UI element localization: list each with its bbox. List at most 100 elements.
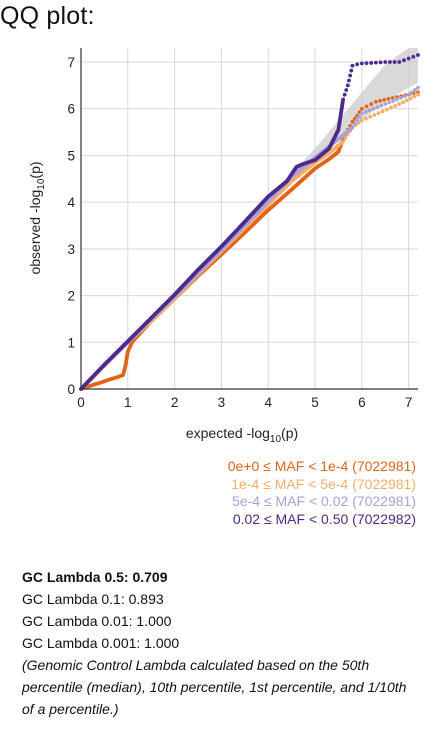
data-point [393, 103, 398, 108]
data-point [373, 60, 378, 65]
data-point [391, 99, 395, 103]
data-point [378, 98, 382, 103]
data-point [349, 68, 354, 73]
data-point [395, 97, 399, 102]
data-point [398, 95, 403, 100]
data-point [379, 103, 384, 108]
data-point [383, 102, 388, 106]
data-point [384, 107, 389, 112]
data-point [364, 104, 369, 109]
x-tick-label: 6 [358, 395, 366, 410]
data-point [383, 60, 388, 64]
y-axis-label: observed -log10(p) [27, 161, 47, 274]
x-tick-label: 0 [77, 395, 85, 410]
data-point [341, 139, 346, 144]
data-point [369, 102, 374, 106]
data-point [376, 111, 381, 116]
data-point [416, 92, 420, 97]
data-point [348, 73, 353, 78]
x-tick-label: 5 [311, 395, 319, 410]
data-point [416, 85, 420, 90]
legend-item-maf-002-050: 0.02 ≤ MAF < 0.50 (7022982) [232, 510, 416, 527]
data-point [397, 102, 402, 106]
data-point [412, 88, 417, 92]
data-point [401, 100, 405, 105]
data-point [359, 61, 364, 66]
data-point [355, 62, 360, 67]
y-tick-label: 0 [67, 382, 75, 397]
data-point [412, 94, 417, 99]
data-point [402, 94, 407, 99]
data-point [380, 109, 385, 114]
data-point [352, 122, 357, 126]
grid [80, 48, 418, 390]
data-point [406, 92, 411, 97]
gc-lambda-0001: GC Lambda 0.001: 1.000 [22, 635, 180, 651]
series-1 [79, 90, 420, 391]
data-point [345, 83, 350, 88]
page-title: QQ plot: [0, 2, 95, 30]
data-point [359, 118, 364, 123]
data-point [350, 63, 355, 68]
y-tick-label: 1 [67, 335, 75, 350]
y-tick-label: 5 [67, 148, 75, 163]
data-point [372, 113, 377, 117]
legend: 0e+0 ≤ MAF < 1e-4 (7022981) 1e-4 ≤ MAF <… [228, 458, 416, 528]
data-point [406, 56, 411, 61]
data-point [369, 61, 374, 65]
legend-item-maf-5e4-002: 5e-4 ≤ MAF < 0.02 (7022981) [232, 493, 416, 509]
data-point [378, 60, 383, 65]
data-point [373, 99, 378, 104]
data-point [388, 60, 392, 64]
data-point [367, 108, 372, 113]
data-point [342, 92, 347, 97]
x-tick-label: 1 [124, 395, 132, 410]
data-point [387, 100, 392, 105]
data-point [390, 96, 395, 100]
data-point [359, 106, 364, 111]
data-point [341, 97, 346, 102]
data-point [397, 60, 402, 64]
legend-item-maf-1e4-5e4: 1e-4 ≤ MAF < 5e-4 (7022981) [231, 475, 416, 492]
data-point [386, 97, 391, 101]
data-point [368, 114, 373, 119]
y-tick-label: 3 [67, 242, 75, 257]
y-tick-label: 4 [67, 195, 75, 210]
y-tick-label: 2 [67, 289, 75, 304]
gc-note: (Genomic Control Lambda calculated based… [22, 657, 407, 717]
series-4 [79, 53, 420, 391]
data-point [343, 136, 348, 140]
x-axis-label: expected -log10(p) [186, 425, 298, 445]
x-tick-label: 7 [405, 395, 413, 410]
y-tick-label: 6 [67, 102, 75, 117]
data-point [355, 118, 360, 123]
tick-labels: 0 1 2 3 4 5 6 7 0 1 2 3 4 5 6 7 [67, 55, 412, 410]
data-point [344, 88, 349, 92]
data-point [408, 96, 413, 101]
data-point [359, 111, 364, 116]
data-point [357, 115, 362, 119]
data-point [375, 105, 380, 110]
data-point [364, 61, 369, 66]
y-tick-label: 7 [67, 55, 75, 70]
data-point [364, 116, 368, 121]
gc-lambda-05: GC Lambda 0.5: 0.709 [22, 569, 168, 585]
data-point [389, 105, 393, 110]
data-point [382, 97, 387, 102]
data-point [350, 125, 355, 130]
data-point [392, 60, 397, 64]
qq-plot: 0 1 2 3 4 5 6 7 0 1 2 3 4 5 6 7 expected -log10(p) obse… [27, 48, 420, 445]
data-point [411, 54, 416, 59]
gc-lambda-001: GC Lambda 0.01: 1.000 [22, 613, 172, 629]
data-point [363, 109, 368, 114]
x-tick-label: 2 [171, 395, 179, 410]
x-tick-label: 4 [264, 395, 272, 410]
data-point [404, 98, 409, 103]
series-layer [79, 53, 420, 391]
gc-lambda-block: GC Lambda 0.5: 0.709 GC Lambda 0.1: 0.89… [22, 566, 422, 720]
gc-lambda-01: GC Lambda 0.1: 0.893 [22, 591, 164, 607]
x-tick-label: 3 [218, 395, 226, 410]
data-point [409, 90, 414, 95]
data-point [416, 53, 420, 57]
axes [80, 48, 418, 390]
